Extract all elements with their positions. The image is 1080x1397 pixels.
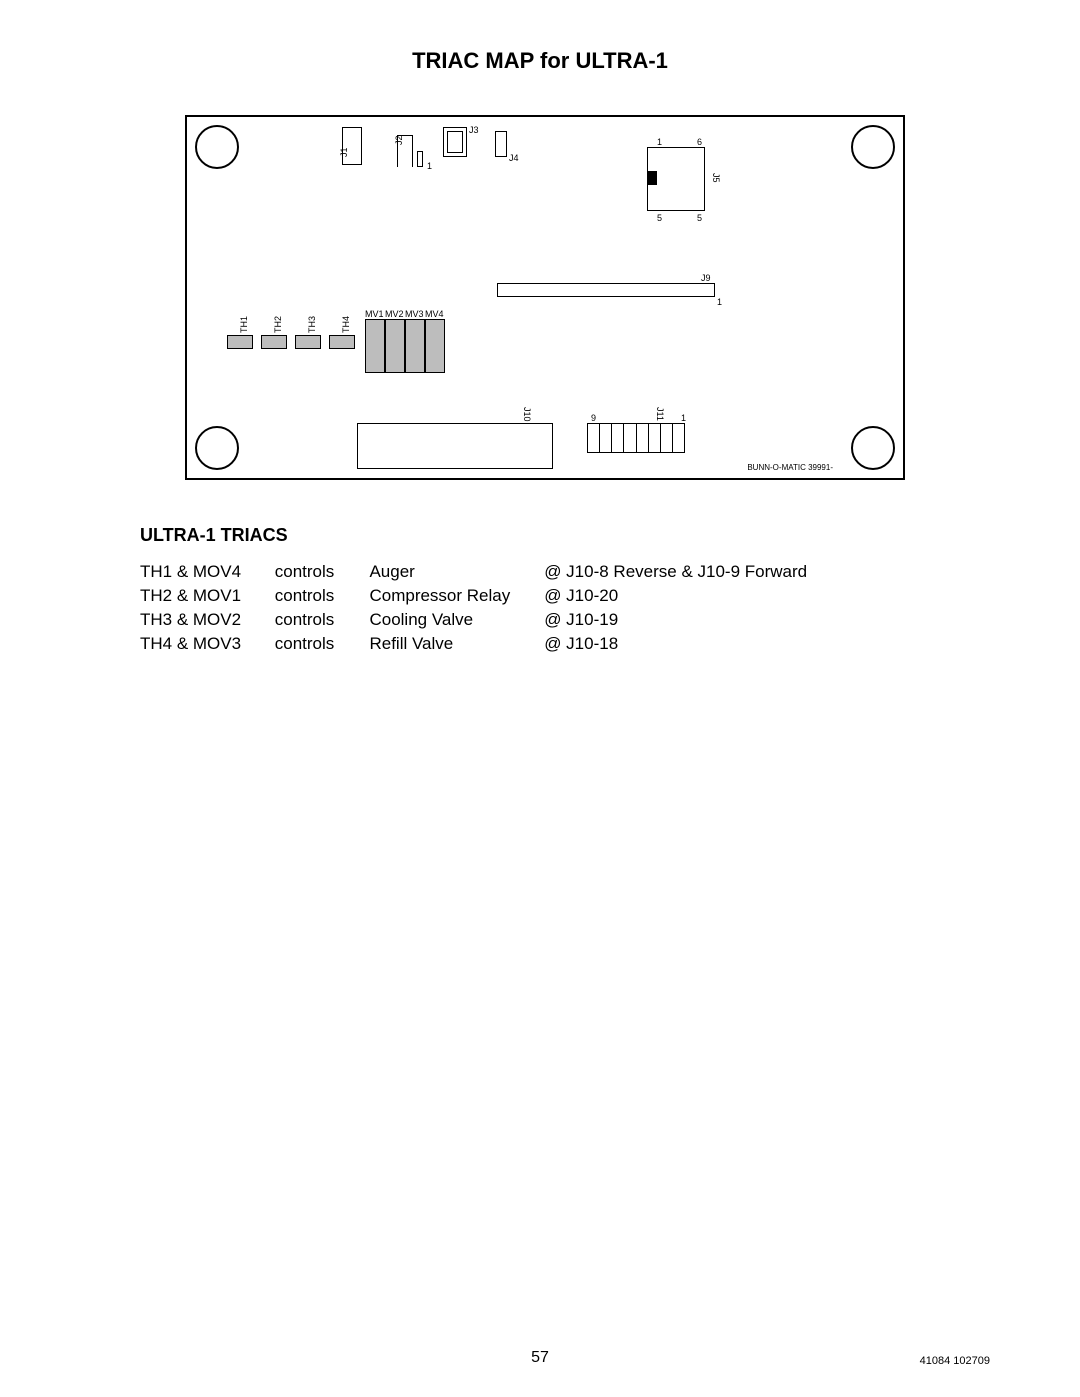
- cell-pin: @ J10-20: [544, 584, 618, 608]
- table-row: TH3 & MOV2 controls Cooling Valve @ J10-…: [140, 608, 807, 632]
- connector-j5-key: [647, 171, 657, 185]
- label-mv3: MV3: [405, 309, 424, 319]
- connector-j10: [357, 423, 553, 469]
- triac-table: TH1 & MOV4 controls Auger @ J10-8 Revers…: [140, 560, 807, 656]
- label-j10: J10: [522, 407, 532, 422]
- cell-function: Compressor Relay: [369, 584, 539, 608]
- board-part-number: BUNN-O-MATIC 39991-: [747, 463, 833, 472]
- cell-function: Auger: [369, 560, 539, 584]
- label-j5: J5: [711, 173, 721, 183]
- connector-pin: [673, 424, 684, 452]
- table-row: TH1 & MOV4 controls Auger @ J10-8 Revers…: [140, 560, 807, 584]
- cell-function: Refill Valve: [369, 632, 539, 656]
- connector-j9: [497, 283, 715, 297]
- mounting-hole: [851, 125, 895, 169]
- triac-th2: [261, 335, 287, 349]
- connector-j3-inner: [447, 131, 463, 153]
- table-row: TH2 & MOV1 controls Compressor Relay @ J…: [140, 584, 807, 608]
- connector-pin: [661, 424, 673, 452]
- connector-pin: [624, 424, 636, 452]
- label-j5-pin5a: 5: [657, 213, 662, 223]
- page-title: TRIAC MAP for ULTRA-1: [0, 48, 1080, 74]
- cell-triac: TH3 & MOV2: [140, 608, 270, 632]
- cell-controls: controls: [275, 608, 365, 632]
- label-j9: J9: [701, 273, 711, 283]
- triac-th4: [329, 335, 355, 349]
- label-j5-pin1: 1: [657, 137, 662, 147]
- mov-mv4: [425, 319, 445, 373]
- label-th4: TH4: [341, 316, 351, 333]
- triac-th1: [227, 335, 253, 349]
- mov-mv2: [385, 319, 405, 373]
- connector-j2-pin: [417, 151, 423, 167]
- connector-j4: [495, 131, 507, 157]
- connector-j11: [587, 423, 685, 453]
- label-j4: J4: [509, 153, 519, 163]
- label-j11: J11: [655, 407, 665, 421]
- cell-triac: TH1 & MOV4: [140, 560, 270, 584]
- label-j11-pin1: 1: [681, 413, 686, 423]
- mounting-hole: [195, 125, 239, 169]
- connector-pin: [588, 424, 600, 452]
- label-j5-pin6: 6: [697, 137, 702, 147]
- cell-controls: controls: [275, 632, 365, 656]
- cell-pin: @ J10-8 Reverse & J10-9 Forward: [544, 560, 807, 584]
- label-j5-pin5b: 5: [697, 213, 702, 223]
- page: TRIAC MAP for ULTRA-1 J1 J2 1 J3 J4 J5 1…: [0, 0, 1080, 1397]
- connector-pin: [649, 424, 661, 452]
- label-th3: TH3: [307, 316, 317, 333]
- mounting-hole: [195, 426, 239, 470]
- page-number: 57: [0, 1349, 1080, 1367]
- label-j2: J2: [394, 135, 404, 145]
- connector-pin: [612, 424, 624, 452]
- cell-pin: @ J10-19: [544, 608, 618, 632]
- pcb-board: J1 J2 1 J3 J4 J5 1 6 5 5 J9 1 TH1 TH2 TH…: [185, 115, 905, 480]
- cell-pin: @ J10-18: [544, 632, 618, 656]
- connector-pin: [600, 424, 612, 452]
- label-th2: TH2: [273, 316, 283, 333]
- table-row: TH4 & MOV3 controls Refill Valve @ J10-1…: [140, 632, 807, 656]
- label-j9-pin1: 1: [717, 297, 722, 307]
- label-j3: J3: [469, 125, 479, 135]
- label-j1: J1: [339, 147, 349, 157]
- connector-pin: [637, 424, 649, 452]
- cell-function: Cooling Valve: [369, 608, 539, 632]
- triac-th3: [295, 335, 321, 349]
- section-title: ULTRA-1 TRIACS: [140, 525, 288, 546]
- mov-mv3: [405, 319, 425, 373]
- label-j2-pin1: 1: [427, 161, 432, 171]
- connector-j1: [342, 127, 362, 165]
- label-mv2: MV2: [385, 309, 404, 319]
- label-mv4: MV4: [425, 309, 444, 319]
- document-id: 41084 102709: [920, 1355, 990, 1367]
- mounting-hole: [851, 426, 895, 470]
- label-th1: TH1: [239, 316, 249, 333]
- cell-triac: TH2 & MOV1: [140, 584, 270, 608]
- label-mv1: MV1: [365, 309, 384, 319]
- mov-mv1: [365, 319, 385, 373]
- cell-controls: controls: [275, 560, 365, 584]
- label-j11-pin9: 9: [591, 413, 596, 423]
- cell-triac: TH4 & MOV3: [140, 632, 270, 656]
- cell-controls: controls: [275, 584, 365, 608]
